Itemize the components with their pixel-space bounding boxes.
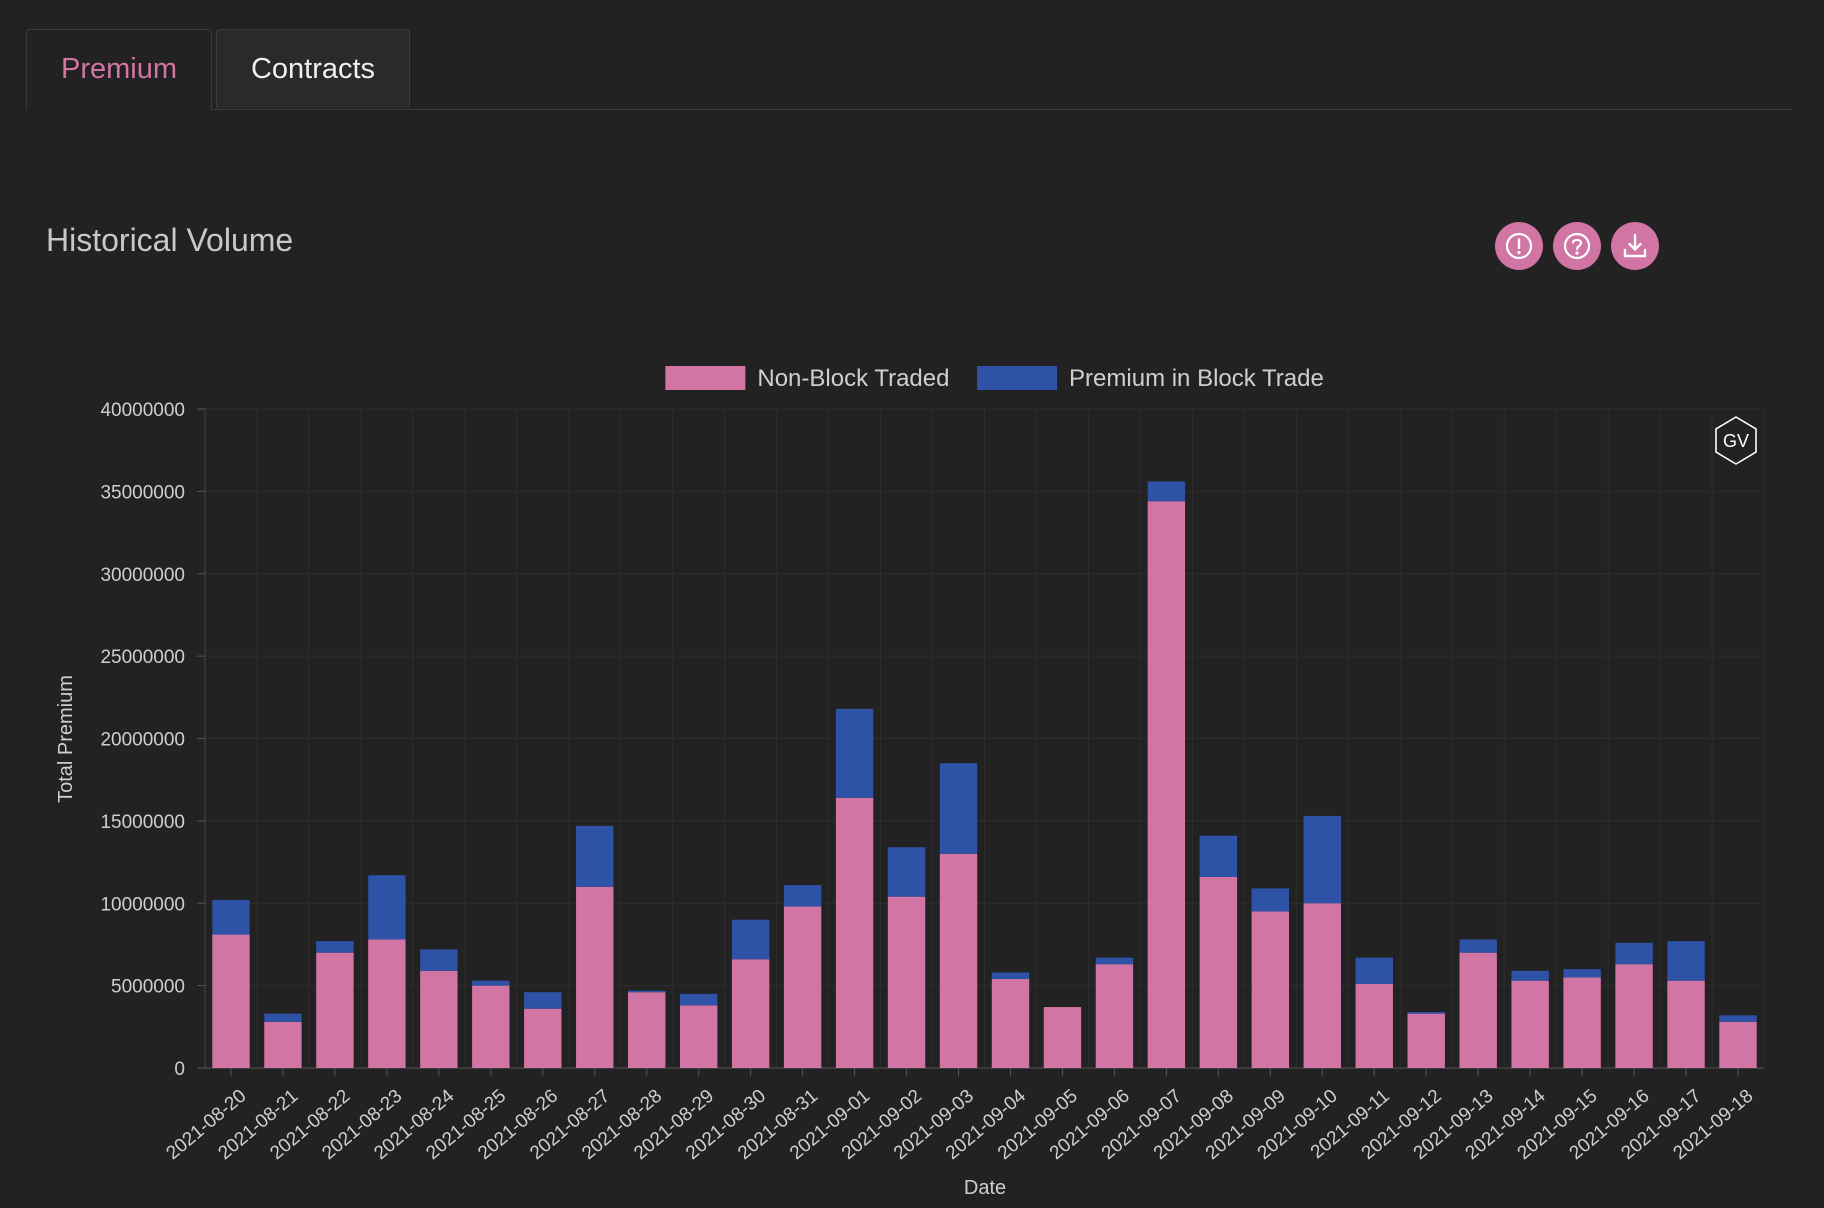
bar-non-block-2021-08-21[interactable] bbox=[264, 1021, 302, 1068]
legend-item-block-trade[interactable]: Premium in Block Trade bbox=[977, 365, 1324, 392]
y-tick-label: 15000000 bbox=[100, 812, 185, 833]
bar-non-block-2021-09-10[interactable] bbox=[1303, 903, 1341, 1068]
bar-block-trade-2021-08-21[interactable] bbox=[264, 1013, 302, 1022]
y-tick-label: 5000000 bbox=[111, 977, 185, 998]
bar-block-trade-2021-08-25[interactable] bbox=[472, 980, 510, 986]
bar-block-trade-2021-09-08[interactable] bbox=[1199, 835, 1238, 877]
legend-swatch bbox=[977, 366, 1058, 390]
bar-non-block-2021-09-08[interactable] bbox=[1199, 876, 1238, 1068]
bar-block-trade-2021-08-26[interactable] bbox=[524, 992, 562, 1009]
y-tick-label: 25000000 bbox=[100, 647, 185, 668]
bar-block-trade-2021-09-16[interactable] bbox=[1615, 942, 1653, 965]
bar-block-trade-2021-09-10[interactable] bbox=[1303, 815, 1341, 904]
bar-non-block-2021-09-14[interactable] bbox=[1511, 980, 1549, 1068]
bar-block-trade-2021-09-09[interactable] bbox=[1251, 888, 1290, 912]
bar-non-block-2021-09-15[interactable] bbox=[1563, 977, 1601, 1068]
legend-label: Non-Block Traded bbox=[757, 365, 949, 392]
bar-block-trade-2021-09-11[interactable] bbox=[1355, 957, 1393, 984]
help-icon bbox=[1553, 222, 1601, 270]
bar-non-block-2021-08-25[interactable] bbox=[472, 985, 510, 1068]
section-title: Historical Volume bbox=[46, 222, 294, 258]
bar-block-trade-2021-09-03[interactable] bbox=[939, 763, 978, 854]
bar-block-trade-2021-09-07[interactable] bbox=[1147, 481, 1186, 502]
bar-non-block-2021-08-27[interactable] bbox=[576, 886, 614, 1068]
y-tick-label: 10000000 bbox=[100, 894, 185, 915]
info-icon bbox=[1495, 222, 1543, 270]
tab-premium-label: Premium bbox=[60, 53, 177, 85]
bar-block-trade-2021-09-02[interactable] bbox=[887, 847, 926, 897]
bar-block-trade-2021-09-06[interactable] bbox=[1095, 957, 1134, 965]
bar-non-block-2021-09-16[interactable] bbox=[1615, 964, 1653, 1068]
bar-block-trade-2021-08-30[interactable] bbox=[731, 919, 770, 960]
bar-non-block-2021-09-07[interactable] bbox=[1147, 501, 1186, 1068]
tab-bar: Premium Contracts bbox=[26, 29, 1792, 110]
download-icon bbox=[1611, 222, 1659, 270]
legend-item-non-block[interactable]: Non-Block Traded bbox=[665, 365, 949, 392]
bar-block-trade-2021-08-29[interactable] bbox=[679, 993, 718, 1006]
bar-non-block-2021-09-17[interactable] bbox=[1667, 980, 1705, 1068]
bar-non-block-2021-09-05[interactable] bbox=[1043, 1007, 1082, 1068]
bar-block-trade-2021-09-15[interactable] bbox=[1563, 969, 1601, 978]
bar-non-block-2021-08-31[interactable] bbox=[783, 906, 822, 1068]
bar-non-block-2021-08-29[interactable] bbox=[679, 1005, 718, 1068]
download-button[interactable] bbox=[1611, 222, 1659, 270]
bar-block-trade-2021-09-18[interactable] bbox=[1719, 1015, 1757, 1022]
bar-block-trade-2021-08-20[interactable] bbox=[212, 899, 250, 935]
y-tick-label: 40000000 bbox=[100, 400, 185, 421]
bar-block-trade-2021-08-27[interactable] bbox=[576, 825, 614, 887]
y-tick-label: 0 bbox=[174, 1059, 185, 1080]
bar-non-block-2021-08-28[interactable] bbox=[628, 992, 666, 1068]
bar-non-block-2021-09-02[interactable] bbox=[887, 896, 926, 1068]
bar-non-block-2021-09-03[interactable] bbox=[939, 853, 978, 1068]
bar-non-block-2021-09-18[interactable] bbox=[1719, 1021, 1757, 1068]
tab-contracts[interactable]: Contracts bbox=[216, 29, 410, 108]
bar-block-trade-2021-09-14[interactable] bbox=[1511, 970, 1549, 981]
y-tick-label: 30000000 bbox=[100, 565, 185, 586]
bar-block-trade-2021-09-01[interactable] bbox=[835, 708, 874, 798]
bar-block-trade-2021-09-04[interactable] bbox=[991, 972, 1030, 980]
legend-label: Premium in Block Trade bbox=[1069, 365, 1324, 392]
help-button[interactable] bbox=[1553, 222, 1601, 270]
bar-block-trade-2021-08-31[interactable] bbox=[783, 885, 822, 907]
bar-non-block-2021-08-30[interactable] bbox=[731, 959, 770, 1068]
bar-block-trade-2021-09-17[interactable] bbox=[1667, 941, 1705, 981]
y-tick-label: 20000000 bbox=[100, 730, 185, 751]
bar-non-block-2021-08-20[interactable] bbox=[212, 934, 250, 1068]
bar-non-block-2021-09-12[interactable] bbox=[1407, 1013, 1445, 1068]
tab-premium[interactable]: Premium bbox=[26, 29, 212, 110]
bar-block-trade-2021-08-22[interactable] bbox=[316, 941, 354, 953]
bar-block-trade-2021-09-12[interactable] bbox=[1407, 1011, 1445, 1014]
legend-swatch bbox=[665, 366, 746, 390]
bar-block-trade-2021-08-24[interactable] bbox=[420, 949, 458, 971]
y-axis-label: Total Premium bbox=[55, 675, 77, 803]
bar-non-block-2021-08-24[interactable] bbox=[420, 970, 458, 1068]
bar-non-block-2021-09-04[interactable] bbox=[991, 979, 1030, 1068]
bar-block-trade-2021-08-23[interactable] bbox=[368, 875, 406, 940]
bar-non-block-2021-09-06[interactable] bbox=[1095, 964, 1134, 1068]
watermark-text: GV bbox=[1723, 431, 1749, 451]
bar-non-block-2021-09-09[interactable] bbox=[1251, 911, 1290, 1068]
x-axis-label: Date bbox=[964, 1177, 1006, 1199]
bar-block-trade-2021-08-28[interactable] bbox=[628, 990, 666, 993]
bar-non-block-2021-09-11[interactable] bbox=[1355, 983, 1393, 1068]
bar-non-block-2021-08-23[interactable] bbox=[368, 939, 406, 1068]
bar-block-trade-2021-09-13[interactable] bbox=[1459, 939, 1497, 953]
watermark-logo: GV bbox=[1715, 416, 1757, 465]
bar-non-block-2021-09-13[interactable] bbox=[1459, 952, 1497, 1068]
bar-non-block-2021-09-01[interactable] bbox=[835, 797, 874, 1068]
bar-non-block-2021-08-26[interactable] bbox=[524, 1008, 562, 1068]
info-button[interactable] bbox=[1495, 222, 1543, 270]
bar-non-block-2021-08-22[interactable] bbox=[316, 952, 354, 1068]
tab-contracts-label: Contracts bbox=[250, 53, 376, 85]
y-tick-label: 35000000 bbox=[100, 482, 185, 503]
